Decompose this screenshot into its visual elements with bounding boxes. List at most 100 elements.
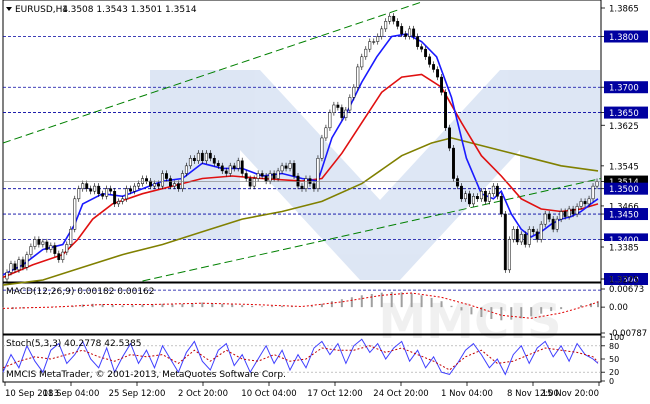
- candle-body: [236, 160, 240, 169]
- price-tick-label: 1.3500: [609, 185, 639, 195]
- candle-body: [456, 178, 459, 187]
- candle-body: [121, 198, 125, 202]
- candle-body: [77, 188, 81, 200]
- candle-body: [232, 165, 236, 169]
- price-label-box: [604, 182, 648, 195]
- candle-body: [248, 178, 252, 187]
- candle-body: [539, 223, 543, 240]
- candle-body: [308, 178, 312, 184]
- candle-body: [101, 193, 105, 197]
- candle-body: [196, 152, 200, 162]
- candle-body: [125, 188, 129, 200]
- price-label-box: [604, 106, 648, 119]
- candle-body: [408, 28, 412, 37]
- candle-body: [184, 165, 188, 174]
- candle-body: [13, 263, 17, 271]
- candle-body: [444, 92, 447, 129]
- candle-body: [296, 175, 300, 187]
- candle-body: [340, 107, 344, 118]
- candle-body: [228, 165, 232, 174]
- price-tick-label: 1.3385: [609, 244, 639, 254]
- candle-body: [200, 152, 204, 162]
- candle-body: [575, 206, 579, 215]
- candle-body: [149, 180, 152, 187]
- time-tick-label: 25 Sep 12:00: [109, 389, 166, 399]
- candle-body: [583, 201, 587, 205]
- time-tick-label: 18 Sep 04:00: [43, 389, 100, 399]
- time-tick-label: 10 Oct 04:00: [241, 389, 296, 399]
- candle-body: [5, 272, 9, 280]
- candle-body: [579, 201, 583, 207]
- candle-body: [416, 36, 420, 47]
- macd-tick-label: 0.00: [609, 303, 628, 313]
- candle-body: [97, 185, 101, 194]
- candle-body: [507, 239, 511, 271]
- candle-body: [65, 244, 69, 253]
- copyright-label: MMCIS MetaTrader, © 2001-2013, MetaQuote…: [6, 370, 286, 380]
- candle-body: [559, 211, 563, 220]
- candle-body: [595, 181, 599, 187]
- candle-body: [252, 178, 256, 187]
- macd-tick-label: 0.00673: [609, 285, 644, 295]
- candle-body: [240, 160, 244, 174]
- candle-body: [519, 234, 523, 243]
- candle-body: [420, 46, 424, 50]
- candle-body: [388, 15, 392, 22]
- macd-signal-line: [2, 292, 599, 319]
- candle-body: [280, 165, 284, 172]
- price-tick-label: 1.3400: [609, 236, 639, 246]
- time-tick-label: 8 Nov 12:00: [507, 389, 559, 399]
- candle-body: [404, 33, 408, 37]
- candle-body: [499, 196, 503, 215]
- candle-body: [49, 245, 53, 250]
- candle-body: [165, 173, 168, 179]
- candle-body: [424, 48, 428, 58]
- mmcis-watermark: MMCIS: [150, 70, 600, 350]
- candle-body: [551, 218, 555, 230]
- ohlc-label: 1.3508 1.3543 1.3501 1.3514: [62, 5, 197, 15]
- price-series: [5, 13, 599, 283]
- candle-body: [328, 112, 332, 129]
- stoch-tick-label: 50: [609, 355, 619, 364]
- macd-tick-label: -0.00787: [609, 329, 647, 339]
- candle-body: [57, 253, 61, 260]
- candle-body: [428, 56, 432, 65]
- price-tick-label: 1.3865: [609, 5, 639, 15]
- stoch-tick-label: 20: [609, 368, 619, 377]
- candle-body: [587, 198, 591, 205]
- candle-body: [25, 254, 29, 268]
- candle-body: [244, 173, 248, 179]
- candle-body: [161, 173, 164, 187]
- price-pane-border: [2, 0, 602, 283]
- candle-body: [491, 185, 495, 194]
- candle-body: [372, 41, 376, 43]
- candle-body: [256, 173, 260, 179]
- price-label-box: [604, 273, 648, 285]
- symbol-dropdown-icon[interactable]: [6, 7, 12, 11]
- candle-body: [324, 127, 328, 139]
- candle-body: [268, 173, 272, 182]
- candle-body: [53, 245, 57, 254]
- price-label-box: [604, 30, 648, 43]
- candle-body: [412, 28, 416, 37]
- candle-body: [192, 157, 196, 162]
- candle-body: [332, 104, 336, 113]
- price-tick-label: 1.3650: [609, 109, 639, 119]
- candle-body: [380, 28, 384, 37]
- candle-body: [591, 185, 595, 200]
- candle-body: [93, 185, 97, 192]
- candle-body: [515, 229, 519, 243]
- candle-body: [37, 239, 41, 245]
- candle-body: [400, 26, 404, 35]
- candle-body: [292, 163, 296, 177]
- candle-body: [212, 157, 216, 164]
- price-tick-label: 1.3450: [609, 211, 639, 221]
- candle-body: [448, 127, 451, 149]
- candle-body: [543, 213, 547, 225]
- candle-body: [220, 165, 224, 172]
- stoch-signal-line: [2, 345, 599, 371]
